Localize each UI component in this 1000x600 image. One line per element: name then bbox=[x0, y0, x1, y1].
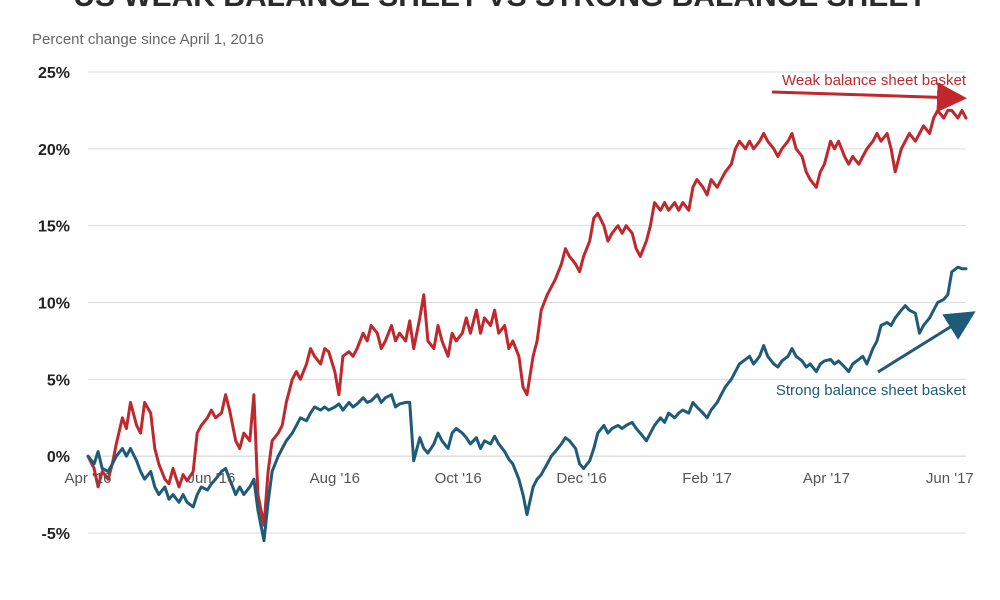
strong-basket-line bbox=[86, 265, 968, 543]
x-tick-label: Aug '16 bbox=[310, 470, 360, 487]
x-tick-label: Jun '17 bbox=[926, 470, 974, 487]
weak-basket-line bbox=[86, 108, 968, 527]
x-tick-label: Dec '16 bbox=[556, 470, 606, 487]
series-lines bbox=[86, 108, 968, 543]
x-tick-label: Feb '17 bbox=[682, 470, 732, 487]
x-tick-label: Oct '16 bbox=[435, 470, 482, 487]
weak-basket-arrow bbox=[771, 82, 967, 113]
strong-basket-arrow bbox=[877, 311, 976, 374]
strong-basket-label: Strong balance sheet basket bbox=[776, 382, 967, 399]
chart-title: US WEAK BALANCE SHEET VS STRONG BALANCE … bbox=[73, 0, 926, 13]
y-axis-tick-labels: 25% 20% 15% 10% 5% 0% -5% bbox=[38, 65, 70, 543]
y-tick-label: 20% bbox=[38, 142, 70, 159]
chart-subtitle: Percent change since April 1, 2016 bbox=[32, 31, 264, 48]
x-axis-tick-labels: Apr '16 Jun '16 Aug '16 Oct '16 Dec '16 Feb '… bbox=[64, 470, 973, 487]
weak-basket-annotation: Weak balance sheet basket bbox=[771, 72, 967, 113]
y-tick-label: 0% bbox=[47, 449, 70, 466]
y-tick-label: 25% bbox=[38, 65, 70, 82]
x-tick-label: Jun '16 bbox=[187, 470, 235, 487]
weak-basket-label: Weak balance sheet basket bbox=[782, 72, 967, 89]
y-tick-label: -5% bbox=[42, 526, 70, 543]
gridlines bbox=[88, 71, 966, 534]
y-tick-label: 15% bbox=[38, 219, 70, 236]
y-tick-label: 5% bbox=[47, 372, 70, 389]
x-tick-label: Apr '17 bbox=[803, 470, 850, 487]
strong-basket-annotation: Strong balance sheet basket bbox=[776, 311, 976, 399]
x-tick-label: Apr '16 bbox=[64, 470, 111, 487]
y-tick-label: 10% bbox=[38, 296, 70, 313]
